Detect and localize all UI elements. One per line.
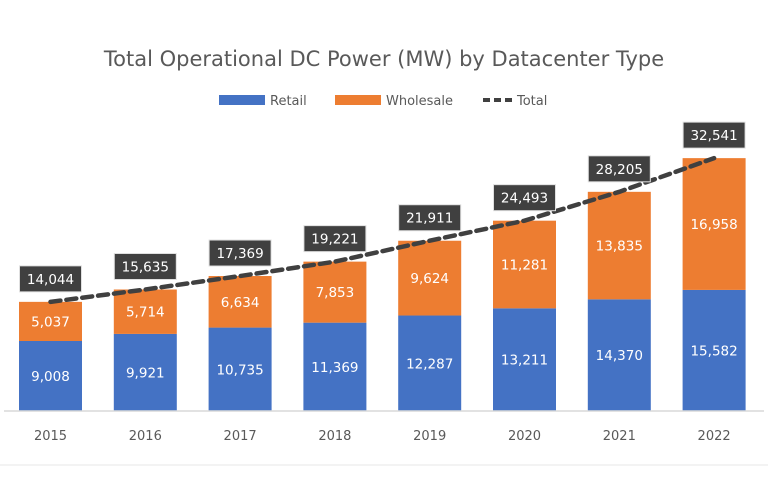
bar-retail-2016 (113, 333, 177, 411)
bar-wholesale-2019 (398, 240, 462, 316)
bar-wholesale-2020 (493, 220, 556, 309)
total-label-2021: 28,205 (596, 162, 643, 178)
label-retail-2016: 9,921 (126, 365, 165, 381)
bar-wholesale-2016 (113, 289, 177, 334)
bar-retail-2019 (398, 315, 462, 411)
total-label-2018: 19,221 (311, 232, 358, 248)
label-wholesale-2017: 6,634 (221, 295, 260, 311)
total-label-box-2019 (398, 204, 462, 232)
label-wholesale-2019: 9,624 (410, 271, 449, 287)
bar-wholesale-2022 (682, 158, 746, 290)
total-label-box-2016 (113, 253, 177, 281)
total-label-2020: 24,493 (501, 191, 548, 207)
label-wholesale-2016: 5,714 (126, 305, 165, 321)
legend: Retail Wholesale Total (219, 94, 547, 109)
total-label-2019: 21,911 (406, 211, 453, 227)
total-label-2015: 14,044 (27, 272, 74, 288)
bar-retail-2020 (493, 308, 556, 411)
chart-title: Total Operational DC Power (MW) by Datac… (103, 47, 664, 71)
label-retail-2022: 15,582 (690, 343, 737, 359)
label-wholesale-2015: 5,037 (31, 314, 70, 330)
total-label-box-2022 (682, 121, 746, 149)
bar-retail-2015 (19, 341, 82, 411)
legend-label-retail: Retail (270, 94, 307, 109)
bar-retail-2022 (682, 289, 746, 411)
bar-retail-2021 (587, 299, 651, 411)
total-label-box-2018 (303, 225, 367, 253)
label-retail-2021: 14,370 (596, 348, 643, 364)
bar-retail-2017 (208, 327, 272, 411)
label-wholesale-2022: 16,958 (690, 217, 737, 233)
label-retail-2015: 9,008 (31, 369, 70, 385)
total-label-box-2017 (208, 239, 272, 267)
total-label-box-2021 (587, 155, 651, 183)
x-tick-2020: 2020 (508, 429, 541, 444)
x-tick-2017: 2017 (224, 429, 257, 444)
x-tick-2022: 2022 (698, 429, 731, 444)
total-label-box-2020 (493, 184, 556, 212)
legend-swatch-wholesale (335, 95, 381, 105)
total-label-box-2015 (19, 265, 82, 293)
bar-wholesale-2018 (303, 261, 367, 323)
total-label-2017: 17,369 (216, 246, 263, 262)
label-wholesale-2018: 7,853 (316, 285, 355, 301)
x-tick-2018: 2018 (318, 429, 351, 444)
label-retail-2020: 13,211 (501, 353, 548, 369)
total-line: 14,044 15,635 17,369 19,221 21,911 24,493 28,2… (19, 121, 746, 305)
bar-wholesale-2017 (208, 276, 272, 328)
total-line-path (48, 155, 717, 305)
legend-label-total: Total (516, 94, 547, 109)
x-tick-2021: 2021 (603, 429, 636, 444)
legend-swatch-retail (219, 95, 265, 105)
x-tick-2016: 2016 (129, 429, 162, 444)
x-tick-2015: 2015 (34, 429, 67, 444)
label-retail-2019: 12,287 (406, 356, 453, 372)
legend-label-wholesale: Wholesale (386, 94, 453, 109)
total-label-2022: 32,541 (690, 128, 737, 144)
x-tick-2019: 2019 (413, 429, 446, 444)
label-wholesale-2020: 11,281 (501, 258, 548, 274)
bar-wholesale-2015 (19, 301, 82, 341)
total-label-2016: 15,635 (122, 260, 169, 276)
label-wholesale-2021: 13,835 (596, 239, 643, 255)
x-ticks: 2015 2016 2017 2018 2019 2020 2021 2022 (34, 429, 731, 444)
bar-retail-2018 (303, 322, 367, 411)
label-retail-2017: 10,735 (216, 362, 263, 378)
bars: 9,008 5,037 9,921 5,714 10,735 6,634 11,369 7,8… (19, 158, 746, 411)
bar-wholesale-2021 (587, 191, 651, 300)
label-retail-2018: 11,369 (311, 360, 358, 376)
